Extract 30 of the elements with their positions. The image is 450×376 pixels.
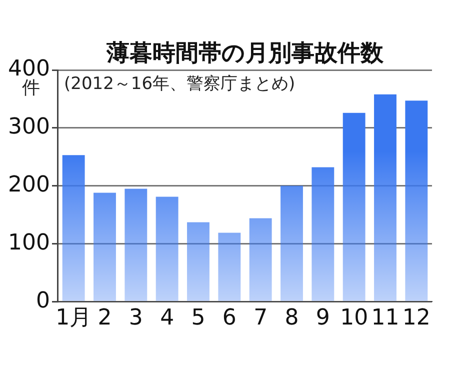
chart-subtitle: (2012～16年、警察庁まとめ) [64, 74, 296, 94]
y-tick-label: 300 [8, 114, 50, 140]
bar [124, 188, 148, 301]
bar [62, 155, 85, 301]
chart-title: 薄暮時間帯の月別事故件数 [105, 40, 384, 66]
x-tick-label: 8 [284, 306, 299, 331]
bar [94, 192, 116, 301]
y-tick-label: 200 [8, 172, 50, 198]
bar [374, 94, 396, 301]
bar [156, 196, 178, 301]
x-tick-label: 4 [160, 306, 174, 331]
bar [405, 100, 428, 301]
bar [218, 232, 241, 301]
x-tick-label: 2 [98, 306, 112, 331]
bar [280, 186, 303, 301]
bar [187, 222, 210, 301]
x-tick-label: 10 [340, 306, 368, 331]
x-tick-label: 6 [222, 306, 236, 331]
y-tick-label: 100 [8, 230, 50, 256]
y-tick-label: 0 [36, 288, 50, 314]
x-tick-label: 1月 [56, 306, 92, 331]
x-tick-label: 3 [128, 306, 143, 331]
x-tick-label: 5 [191, 306, 206, 331]
x-tick-label: 9 [316, 306, 330, 331]
x-tick-label: 7 [254, 306, 268, 331]
bar [312, 167, 334, 301]
bar [249, 218, 272, 301]
x-tick-label: 11 [371, 306, 400, 331]
x-tick-label: 12 [402, 306, 430, 331]
bar [342, 112, 366, 301]
